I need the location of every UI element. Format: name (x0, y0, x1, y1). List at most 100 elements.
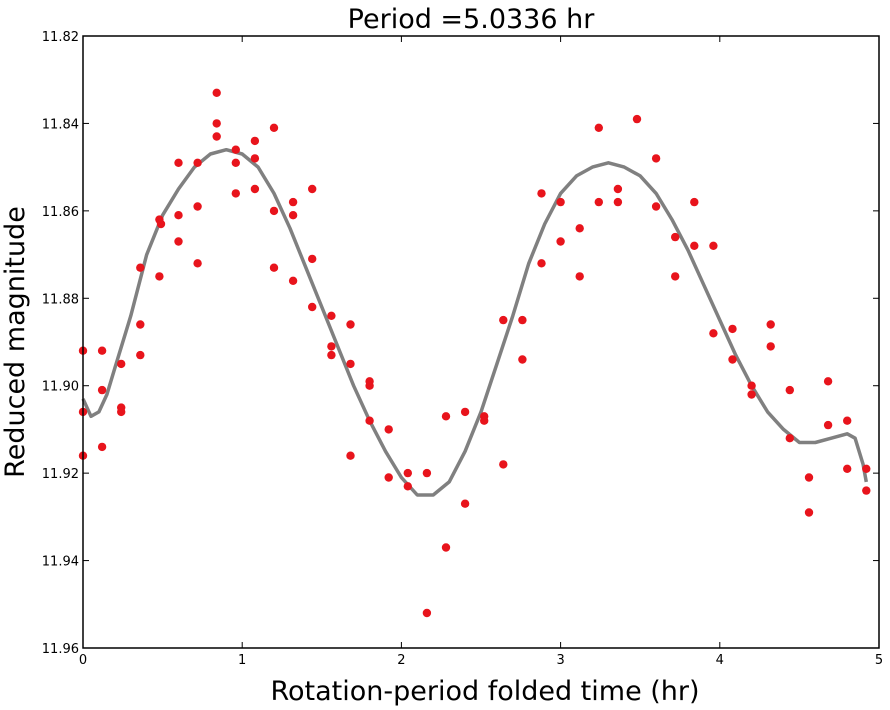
data-point (499, 315, 508, 325)
data-point (269, 206, 279, 216)
data-point (556, 237, 565, 246)
data-point (613, 184, 623, 194)
data-point (575, 224, 584, 233)
y-tick-label: 11.82 (42, 30, 79, 45)
data-point (843, 416, 852, 425)
x-tick-label: 4 (716, 653, 724, 668)
data-point (804, 473, 814, 482)
data-point (97, 385, 107, 395)
data-point (747, 381, 756, 390)
data-point (365, 381, 374, 390)
data-point (690, 197, 699, 207)
data-point (728, 324, 737, 334)
y-axis-label: Reduced magnitude (0, 206, 31, 478)
data-point (671, 272, 680, 281)
data-point (288, 197, 298, 207)
data-point (785, 385, 794, 395)
data-point (231, 145, 240, 154)
data-point (136, 350, 145, 360)
data-point (594, 197, 603, 207)
data-point (250, 136, 260, 146)
data-point (97, 442, 107, 452)
y-tick-label: 11.96 (42, 642, 79, 657)
data-point (269, 123, 279, 132)
x-tick-label: 0 (79, 653, 87, 668)
data-point (250, 154, 260, 163)
x-tick-label: 2 (397, 653, 405, 668)
y-tick-label: 11.94 (42, 555, 79, 570)
data-point (556, 197, 565, 207)
data-point (288, 211, 298, 220)
data-point (174, 237, 183, 246)
data-point (728, 355, 737, 364)
data-point (231, 189, 240, 198)
data-point (384, 473, 393, 482)
fit-curve (81, 147, 869, 497)
data-point (480, 416, 489, 425)
data-point (308, 254, 317, 264)
data-point (766, 342, 775, 351)
data-point (288, 276, 298, 285)
y-tick-label: 11.86 (42, 205, 79, 220)
data-point (460, 407, 470, 417)
data-point (632, 114, 642, 124)
x-tick-label: 5 (875, 653, 883, 668)
y-tick-label: 11.84 (42, 117, 79, 132)
data-point (403, 482, 412, 491)
y-tick-label: 11.88 (42, 292, 79, 307)
data-point (613, 197, 623, 207)
data-point (250, 184, 260, 194)
data-point (422, 468, 432, 478)
data-point (499, 460, 508, 469)
data-point (346, 359, 355, 369)
data-point (346, 451, 355, 460)
data-point (384, 425, 393, 434)
data-point (327, 350, 336, 360)
data-point (518, 355, 527, 364)
data-point (460, 499, 470, 508)
y-tick-label: 11.92 (42, 467, 79, 482)
data-point (156, 219, 166, 229)
data-point (231, 158, 240, 167)
data-point (136, 320, 145, 329)
x-axis-ticks: 0 1 2 3 4 5 (79, 36, 883, 668)
data-point (212, 119, 221, 128)
data-point (862, 486, 871, 495)
x-axis-label: Rotation-period folded time (hr) (270, 676, 699, 707)
data-point (518, 315, 527, 325)
data-point (594, 123, 603, 132)
data-point (651, 154, 661, 163)
data-point (441, 543, 451, 552)
data-point (823, 420, 833, 430)
data-point (327, 311, 336, 320)
data-point (747, 390, 756, 399)
x-tick-label: 3 (556, 653, 564, 668)
data-point (575, 272, 584, 281)
data-point (766, 320, 775, 329)
data-point (193, 158, 202, 167)
chart-title: Period =5.0336 hr (348, 4, 596, 35)
data-point (823, 377, 833, 386)
data-point (709, 241, 718, 250)
data-point (403, 468, 412, 478)
data-point (193, 259, 202, 268)
x-tick-label: 1 (238, 653, 246, 668)
data-point (174, 158, 183, 167)
data-point (212, 88, 221, 98)
data-point (441, 412, 451, 421)
data-point (843, 464, 852, 473)
data-point (193, 202, 202, 211)
data-point (308, 302, 317, 312)
data-point (785, 434, 794, 443)
data-point (117, 407, 126, 417)
data-point (537, 259, 546, 268)
data-point (212, 132, 221, 141)
data-point (308, 184, 317, 194)
data-point (136, 263, 145, 272)
data-point (365, 416, 374, 425)
data-point (671, 232, 680, 242)
data-point (97, 346, 107, 355)
data-point (346, 320, 355, 329)
data-point (709, 329, 718, 338)
